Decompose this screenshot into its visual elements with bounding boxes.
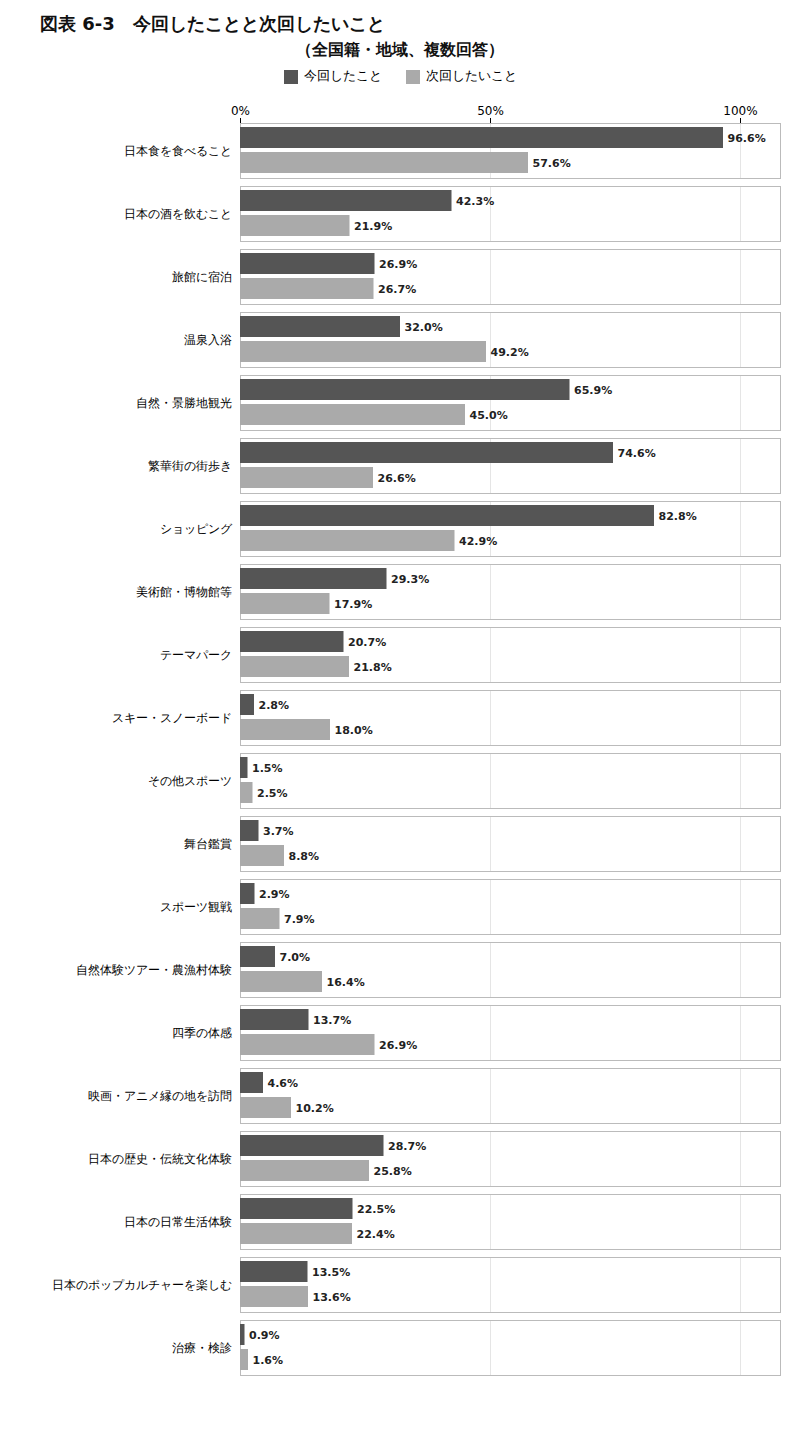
- svg-text:1.5%: 1.5%: [252, 762, 283, 775]
- svg-text:7.9%: 7.9%: [284, 913, 315, 926]
- svg-text:10.2%: 10.2%: [296, 1102, 334, 1115]
- svg-text:21.8%: 21.8%: [354, 661, 392, 674]
- svg-text:日本食を食べること: 日本食を食べること: [124, 144, 232, 158]
- svg-text:20.7%: 20.7%: [348, 636, 386, 649]
- svg-text:26.9%: 26.9%: [379, 1039, 417, 1052]
- svg-text:日本のポップカルチャーを楽しむ: 日本のポップカルチャーを楽しむ: [52, 1278, 232, 1292]
- svg-text:18.0%: 18.0%: [335, 724, 373, 737]
- svg-text:3.7%: 3.7%: [263, 825, 294, 838]
- svg-text:0.9%: 0.9%: [249, 1329, 280, 1342]
- svg-text:繁華街の街歩き: 繁華街の街歩き: [148, 459, 232, 473]
- svg-text:0%: 0%: [231, 104, 250, 118]
- svg-text:日本の日常生活体験: 日本の日常生活体験: [124, 1215, 232, 1229]
- svg-text:28.7%: 28.7%: [388, 1140, 426, 1153]
- svg-text:49.2%: 49.2%: [491, 346, 529, 359]
- svg-text:26.9%: 26.9%: [379, 258, 417, 271]
- svg-text:50%: 50%: [477, 104, 504, 118]
- svg-text:22.5%: 22.5%: [357, 1203, 395, 1216]
- svg-text:温泉入浴: 温泉入浴: [184, 333, 232, 347]
- svg-text:7.0%: 7.0%: [280, 951, 311, 964]
- svg-text:82.8%: 82.8%: [659, 510, 697, 523]
- svg-text:42.9%: 42.9%: [459, 535, 497, 548]
- svg-text:100%: 100%: [723, 104, 757, 118]
- svg-text:26.6%: 26.6%: [378, 472, 416, 485]
- html-text:（全国籍・地域、複数回答）: （全国籍・地域、複数回答）: [296, 40, 504, 59]
- svg-text:ショッピング: ショッピング: [160, 522, 233, 536]
- svg-text:22.4%: 22.4%: [357, 1228, 395, 1241]
- svg-text:17.9%: 17.9%: [334, 598, 372, 611]
- svg-text:2.9%: 2.9%: [259, 888, 290, 901]
- svg-text:2.8%: 2.8%: [259, 699, 290, 712]
- html-text:今回したこと: 今回したこと: [303, 68, 382, 83]
- svg-text:四季の体感: 四季の体感: [172, 1026, 232, 1040]
- svg-text:74.6%: 74.6%: [618, 447, 656, 460]
- svg-text:8.8%: 8.8%: [289, 850, 320, 863]
- svg-text:自然体験ツアー・農漁村体験: 自然体験ツアー・農漁村体験: [76, 963, 232, 977]
- svg-text:日本の酒を飲むこと: 日本の酒を飲むこと: [124, 207, 232, 221]
- svg-text:32.0%: 32.0%: [405, 321, 443, 334]
- svg-text:96.6%: 96.6%: [728, 132, 766, 145]
- svg-text:2.5%: 2.5%: [257, 787, 288, 800]
- svg-text:25.8%: 25.8%: [374, 1165, 412, 1178]
- svg-text:13.6%: 13.6%: [313, 1291, 351, 1304]
- svg-text:4.6%: 4.6%: [268, 1077, 299, 1090]
- svg-text:舞台鑑賞: 舞台鑑賞: [184, 837, 232, 851]
- svg-text:1.6%: 1.6%: [253, 1354, 284, 1367]
- svg-text:42.3%: 42.3%: [456, 195, 494, 208]
- svg-text:映画・アニメ縁の地を訪問: 映画・アニメ縁の地を訪問: [88, 1089, 232, 1103]
- svg-text:16.4%: 16.4%: [327, 976, 365, 989]
- svg-text:13.5%: 13.5%: [312, 1266, 350, 1279]
- svg-text:スポーツ観戦: スポーツ観戦: [160, 900, 232, 914]
- svg-text:日本の歴史・伝統文化体験: 日本の歴史・伝統文化体験: [88, 1152, 232, 1166]
- svg-text:治療・検診: 治療・検診: [172, 1341, 232, 1355]
- svg-text:自然・景勝地観光: 自然・景勝地観光: [136, 396, 232, 410]
- svg-text:テーマパーク: テーマパーク: [160, 648, 232, 662]
- svg-text:旅館に宿泊: 旅館に宿泊: [172, 270, 232, 284]
- svg-text:21.9%: 21.9%: [354, 220, 392, 233]
- svg-text:美術館・博物館等: 美術館・博物館等: [136, 585, 232, 599]
- svg-text:その他スポーツ: その他スポーツ: [148, 774, 232, 788]
- svg-text:45.0%: 45.0%: [470, 409, 508, 422]
- svg-text:13.7%: 13.7%: [313, 1014, 351, 1027]
- html-text:図表 6-3 今回したことと次回したいこと: 図表 6-3 今回したことと次回したいこと: [40, 13, 385, 34]
- svg-text:スキー・スノーボード: スキー・スノーボード: [112, 711, 232, 725]
- svg-text:29.3%: 29.3%: [391, 573, 429, 586]
- svg-text:65.9%: 65.9%: [574, 384, 612, 397]
- svg-text:26.7%: 26.7%: [378, 283, 416, 296]
- svg-text:57.6%: 57.6%: [533, 157, 571, 170]
- html-text:次回したいこと: 次回したいこと: [425, 68, 517, 83]
